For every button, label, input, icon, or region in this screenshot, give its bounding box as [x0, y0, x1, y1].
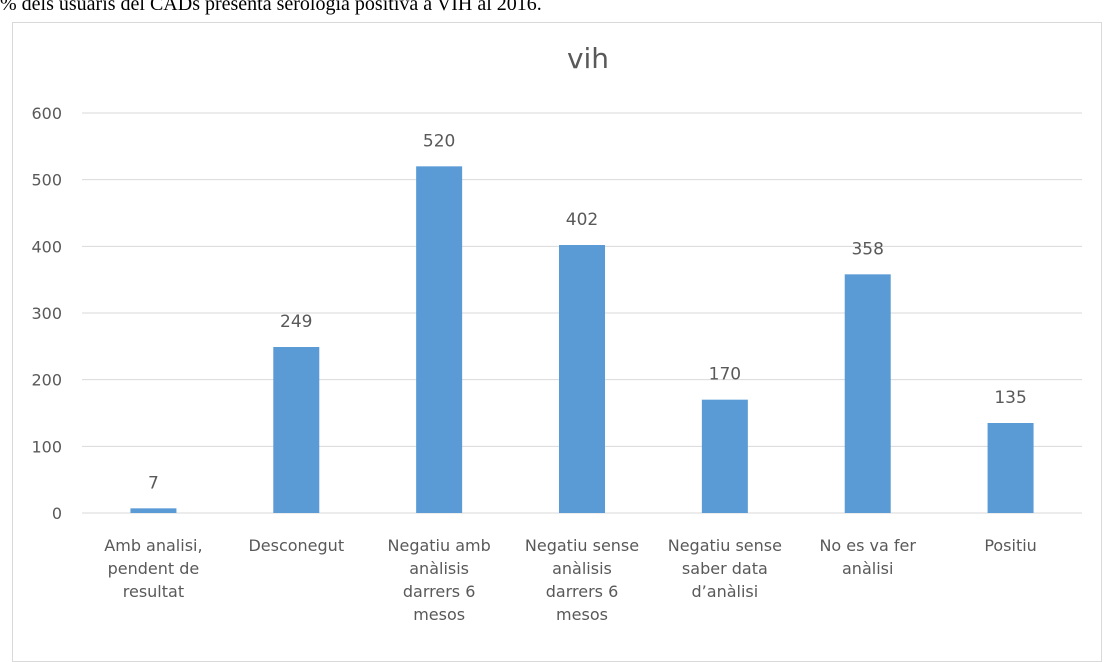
x-tick-label: Positiu	[984, 536, 1037, 555]
x-tick-label-line: darrers 6	[403, 582, 476, 601]
x-tick-label-line: No es va fer	[819, 536, 916, 555]
x-tick-label: Desconegut	[248, 536, 344, 555]
x-tick-label: Negatiu sense anàlisis darrers 6 mesos	[525, 536, 639, 624]
bars	[130, 166, 1034, 514]
x-tick-label-line: anàlisi	[842, 559, 893, 578]
y-tick-label: 200	[31, 371, 62, 390]
y-tick-label: 300	[31, 304, 62, 323]
bar	[987, 423, 1034, 513]
x-tick-label-line: Desconegut	[248, 536, 344, 555]
x-tick-label-line: resultat	[123, 582, 184, 601]
x-tick-label-line: d’anàlisi	[692, 582, 759, 601]
x-tick-label: Amb analisi, pendent de resultat	[104, 536, 202, 601]
x-tick-label-line: darrers 6	[546, 582, 619, 601]
bar	[559, 245, 605, 513]
chart-frame	[12, 22, 1102, 662]
data-label: 249	[280, 312, 312, 332]
bar	[844, 274, 891, 513]
y-tick-label: 600	[31, 104, 62, 123]
x-tick-label-line: Negatiu amb	[388, 536, 491, 555]
x-tick-label-line: anàlisis	[552, 559, 612, 578]
bar	[130, 508, 177, 513]
chart-title: vih	[567, 42, 609, 75]
data-label: 7	[148, 473, 159, 493]
x-axis-tick-labels: Amb analisi, pendent de resultat Desconegut…	[104, 536, 1037, 624]
x-tick-label-line: Positiu	[984, 536, 1037, 555]
data-label: 358	[851, 239, 883, 259]
x-tick-label-line: pendent de	[108, 559, 200, 578]
y-axis-tick-labels: 0 100 200 300 400 500 600	[31, 104, 62, 523]
x-tick-label-line: Negatiu sense	[525, 536, 639, 555]
bar	[701, 399, 748, 513]
data-label: 135	[994, 388, 1026, 408]
x-tick-label: No es va fer anàlisi	[819, 536, 916, 578]
y-tick-label: 0	[52, 504, 62, 523]
data-label: 402	[566, 210, 598, 230]
x-tick-label-line: mesos	[556, 605, 608, 624]
data-labels: 7 249 520 402 170 358 135	[148, 131, 1027, 493]
x-tick-label-line: saber data	[682, 559, 768, 578]
x-tick-label-line: mesos	[413, 605, 465, 624]
x-tick-label-line: anàlisis	[409, 559, 469, 578]
bar	[273, 347, 320, 513]
y-tick-label: 100	[31, 437, 62, 456]
x-tick-label-line: Negatiu sense	[668, 536, 782, 555]
x-tick-label-line: Amb analisi,	[104, 536, 202, 555]
data-label: 170	[709, 365, 741, 385]
bar	[416, 166, 463, 514]
page-header-text: % dels usuaris del CADs presenta serolog…	[0, 0, 542, 15]
x-tick-label: Negatiu sense saber data d’anàlisi	[668, 536, 782, 601]
y-tick-label: 400	[31, 237, 62, 256]
x-tick-label: Negatiu amb anàlisis darrers 6 mesos	[388, 536, 491, 624]
y-tick-label: 500	[31, 171, 62, 190]
data-label: 520	[423, 131, 455, 151]
